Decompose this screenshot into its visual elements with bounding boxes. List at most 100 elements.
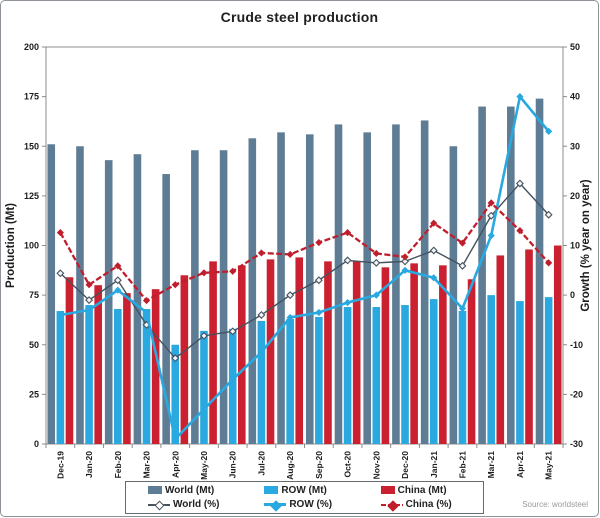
left-axis-tick-label: 0: [34, 439, 39, 449]
chart-title: Crude steel production: [220, 9, 379, 25]
marker-row-may-20: [200, 405, 208, 413]
polyline-row: [60, 95, 550, 441]
marker-china-aug-20: [286, 250, 294, 259]
marker-china-apr-20: [171, 281, 179, 289]
bar-world-mt-nov-20: [363, 132, 372, 445]
marker-world-oct-20: [343, 256, 352, 265]
marker-world-apr-21: [515, 179, 524, 188]
marker-row-jan-21: [430, 274, 438, 282]
x-axis-category-label: May-20: [199, 451, 209, 480]
marker-world-nov-20: [372, 258, 381, 267]
x-axis-category-label: Aug-20: [285, 451, 295, 480]
legend-item-row-mt: ROW (Mt): [246, 485, 362, 496]
bar-world-mt-apr-20: [162, 174, 170, 445]
marker-row-apr-20: [171, 435, 179, 443]
line-world: [56, 179, 553, 363]
bar-world-mt-jan-21: [420, 120, 429, 444]
left-axis-title: Production (Mt): [5, 203, 17, 288]
bar-row-mt-apr-20: [171, 344, 180, 444]
bar-row-mt-mar-21: [487, 295, 495, 444]
bar-row-mt-sep-20: [315, 316, 323, 444]
marker-china-dec-19: [56, 229, 64, 237]
bar-world-mt-may-20: [191, 150, 199, 444]
left-axis-tick-label: 25: [29, 389, 39, 399]
marker-china-may-21: [545, 259, 553, 267]
right-axis-tick-label: -30: [570, 439, 583, 449]
marker-world-may-20: [199, 331, 208, 340]
bar-world-mt-may-21: [535, 98, 544, 445]
marker-china-oct-20: [344, 229, 352, 237]
source-note: Source: worldsteel: [522, 500, 588, 509]
bar-world-mt-jan-20: [76, 146, 84, 444]
bar-china-mt-jan-21: [439, 265, 447, 444]
bar-china-mt-feb-21: [467, 279, 476, 444]
bar-world-mt-oct-20: [334, 124, 343, 444]
marker-china-may-20: [200, 269, 208, 277]
x-axis-category-label: Dec-19: [55, 451, 65, 479]
right-axis-title: Growth (% year on year): [580, 179, 592, 311]
legend-item-world-mt: World (Mt): [130, 485, 246, 496]
bar-row-mt-feb-21: [458, 311, 467, 444]
legend-label: China (%): [405, 499, 452, 511]
bars-china-mt: [65, 245, 562, 444]
marker-row-mar-21: [487, 231, 495, 240]
bar-china-mt-jul-20: [266, 259, 275, 444]
bar-world-mt-aug-20: [277, 132, 285, 445]
marker-world-jan-20: [85, 296, 94, 305]
bar-world-mt-dec-19: [47, 144, 56, 444]
right-axis-tick-label: 50: [570, 42, 580, 52]
marker-row-may-21: [545, 127, 553, 135]
left-axis: 0 25 50 75 100 125 150 175 200: [24, 42, 46, 449]
bar-world-mt-mar-20: [133, 154, 142, 444]
marker-row-nov-20: [372, 291, 380, 299]
x-axis-category-label: Mar-20: [142, 451, 152, 479]
left-axis-tick-label: 50: [29, 340, 39, 350]
x-axis-category-label: Dec-20: [400, 451, 410, 479]
marker-china-dec-20: [401, 253, 409, 261]
marker-world-dec-19: [56, 269, 65, 278]
legend-item-china-mt: China (Mt): [363, 485, 479, 496]
legend-item-china: China (%): [363, 499, 479, 512]
bar-china-mt-oct-20: [352, 261, 361, 444]
bar-china-mt-may-20: [209, 261, 217, 444]
bar-row-mt-jan-21: [429, 299, 438, 444]
marker-world-jul-20: [257, 310, 266, 319]
bar-row-mt-may-20: [200, 330, 208, 444]
bar-china-mt-mar-21: [496, 255, 505, 444]
x-axis-category-label: Jan-21: [429, 451, 439, 478]
bar-china-mt-apr-21: [525, 249, 533, 444]
x-axis-category-label: Jul-20: [256, 451, 266, 476]
legend-label: ROW (Mt): [281, 484, 327, 496]
bar-world-mt-mar-21: [478, 106, 486, 445]
bar-world-mt-apr-21: [507, 106, 515, 445]
x-axis-category-label: Apr-20: [170, 451, 180, 478]
legend-swatch-bar: [380, 486, 395, 495]
x-axis-category-label: Jan-20: [84, 451, 94, 478]
right-axis: -30 -20 -10 0 10 20 30 40 50: [563, 42, 583, 449]
bar-world-mt-dec-20: [392, 124, 400, 444]
polyline-china: [59, 201, 550, 302]
x-axis-category-label: May-21: [544, 451, 554, 480]
bar-row-mt-nov-20: [372, 307, 381, 444]
bar-row-mt-jul-20: [257, 320, 266, 444]
right-axis-tick-label: 40: [570, 92, 580, 102]
bar-china-mt-sep-20: [324, 261, 332, 444]
bar-world-mt-feb-20: [104, 160, 113, 444]
bars-world-mt: [47, 98, 544, 445]
x-axis-category-label: Oct-20: [343, 451, 353, 478]
bar-world-mt-jul-20: [248, 138, 257, 444]
right-axis-tick-label: -10: [570, 340, 583, 350]
marker-row-dec-20: [401, 266, 409, 274]
marker-world-feb-21: [458, 261, 467, 270]
polyline-world: [59, 182, 550, 359]
right-axis-tick-label: 0: [570, 290, 575, 300]
bar-china-mt-nov-20: [381, 267, 390, 444]
marker-world-may-21: [544, 210, 553, 219]
marker-china-jun-20: [229, 267, 237, 275]
bar-china-mt-aug-20: [295, 257, 304, 444]
line-row: [56, 93, 553, 443]
bar-row-mt-jan-20: [85, 305, 93, 444]
marker-row-jan-20: [85, 306, 93, 314]
legend-label: World (%): [173, 499, 220, 511]
